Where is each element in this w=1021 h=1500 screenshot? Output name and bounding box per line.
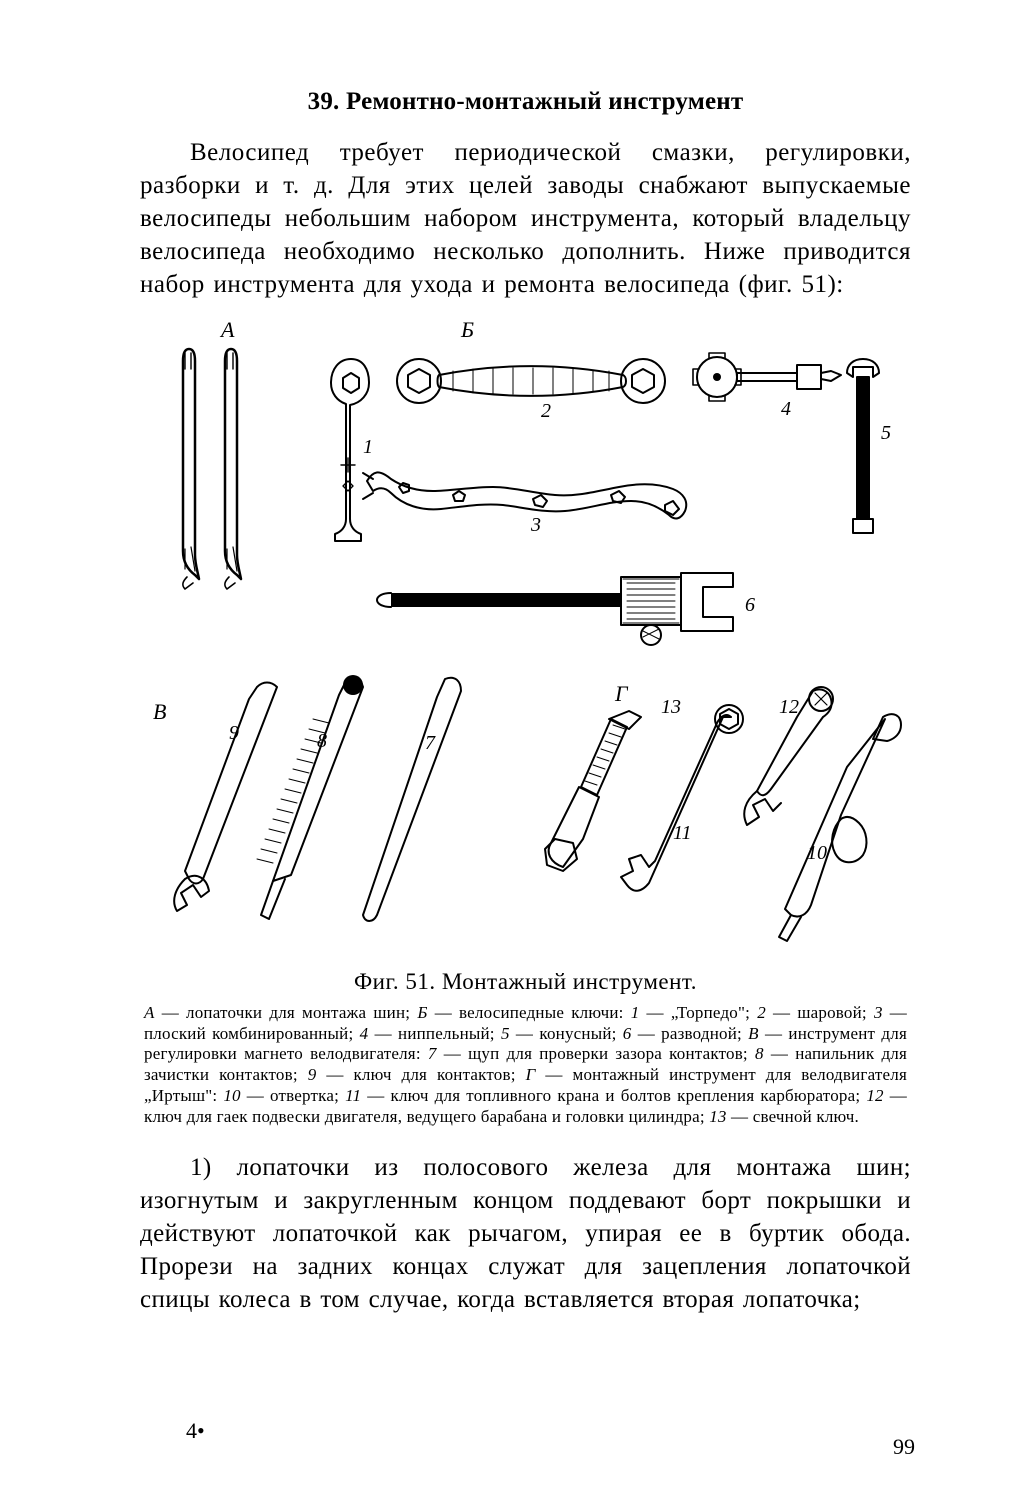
item-number-13: 13 [661, 696, 681, 718]
tool-feeler-7 [363, 678, 461, 921]
tool-wrench-2 [397, 359, 665, 403]
legend-key: 5 [501, 1024, 510, 1043]
legend-text: — разводной; [631, 1024, 748, 1043]
legend-key: Г [526, 1065, 536, 1084]
legend-text: — отвертка; [241, 1086, 345, 1105]
tool-file-8 [257, 675, 363, 919]
body-paragraph-1: 1) лопаточки из полосового железа для мо… [140, 1151, 911, 1316]
legend-key: 3 [874, 1003, 883, 1022]
legend-text: — щуп для проверки зазора контактов; [437, 1044, 755, 1063]
figure-caption: Фиг. 51. Монтажный инструмент. [140, 969, 911, 995]
legend-key: 13 [709, 1107, 726, 1126]
tool-sparkplug-13 [545, 711, 641, 871]
item-number-4: 4 [781, 398, 791, 420]
item-number-10: 10 [807, 842, 827, 864]
group-label-G: Г [614, 681, 629, 706]
group-label-B: Б [460, 319, 474, 342]
intro-paragraph: Велосипед требует периодической смазки, … [140, 136, 911, 301]
tool-wrench-6 [377, 573, 733, 645]
item-number-7: 7 [425, 732, 436, 754]
legend-text: — ключ для контактов; [316, 1065, 525, 1084]
legend-text: — ниппельный; [368, 1024, 501, 1043]
legend-key: В [748, 1024, 759, 1043]
legend-key: 10 [223, 1086, 240, 1105]
legend-text: — „Торпедо"; [639, 1003, 757, 1022]
page-number: 99 [893, 1434, 915, 1460]
item-number-12: 12 [779, 696, 799, 718]
section-title: 39. Ремонтно-монтажный инструмент [140, 88, 911, 116]
section-number: 39. [308, 88, 340, 115]
tool-wrench-4 [693, 353, 841, 401]
item-number-8: 8 [317, 730, 327, 752]
item-number-11: 11 [673, 822, 692, 844]
group-label-A: А [219, 319, 235, 342]
figure-legend: А — лопаточки для монтажа шин; Б — велос… [140, 1003, 911, 1127]
legend-key: 12 [866, 1086, 883, 1105]
legend-key: А [144, 1003, 155, 1022]
page: 39. Ремонтно-монтажный инструмент Велоси… [0, 0, 1021, 1500]
legend-text: — свечной ключ. [727, 1107, 859, 1126]
legend-key: 2 [757, 1003, 766, 1022]
item-number-5: 5 [881, 422, 891, 444]
legend-text: — лопаточки для монтажа шин; [155, 1003, 418, 1022]
tool-wrench-3 [363, 472, 686, 518]
tool-tire-lever-2 [224, 349, 240, 589]
section-title-text: Ремонтно-монтажный инструмент [346, 88, 743, 115]
tool-tire-lever-1 [182, 349, 198, 589]
legend-key: 11 [345, 1086, 361, 1105]
item-number-1: 1 [363, 436, 373, 458]
group-label-V: В [153, 699, 166, 724]
tool-wrench-11 [621, 705, 743, 891]
figure-51: А Б [140, 319, 911, 1127]
item-number-3: 3 [530, 514, 541, 536]
item-number-9: 9 [229, 722, 239, 744]
tool-screwdriver-10 [779, 714, 901, 941]
legend-text: — конусный; [510, 1024, 623, 1043]
legend-key: Б [417, 1003, 427, 1022]
legend-key: 8 [755, 1044, 764, 1063]
legend-text: — велосипедные ключи: [428, 1003, 631, 1022]
item-number-2: 2 [541, 400, 551, 422]
legend-key: 7 [428, 1044, 437, 1063]
tool-wrench-9 [174, 683, 277, 912]
legend-text: — шаровой; [766, 1003, 874, 1022]
footer-signature-mark: 4• [186, 1418, 205, 1444]
item-number-6: 6 [745, 594, 755, 616]
tool-wrench-5 [847, 359, 879, 533]
figure-svg: А Б [141, 319, 911, 959]
legend-text: — ключ для топливного крана и болтов кре… [361, 1086, 866, 1105]
